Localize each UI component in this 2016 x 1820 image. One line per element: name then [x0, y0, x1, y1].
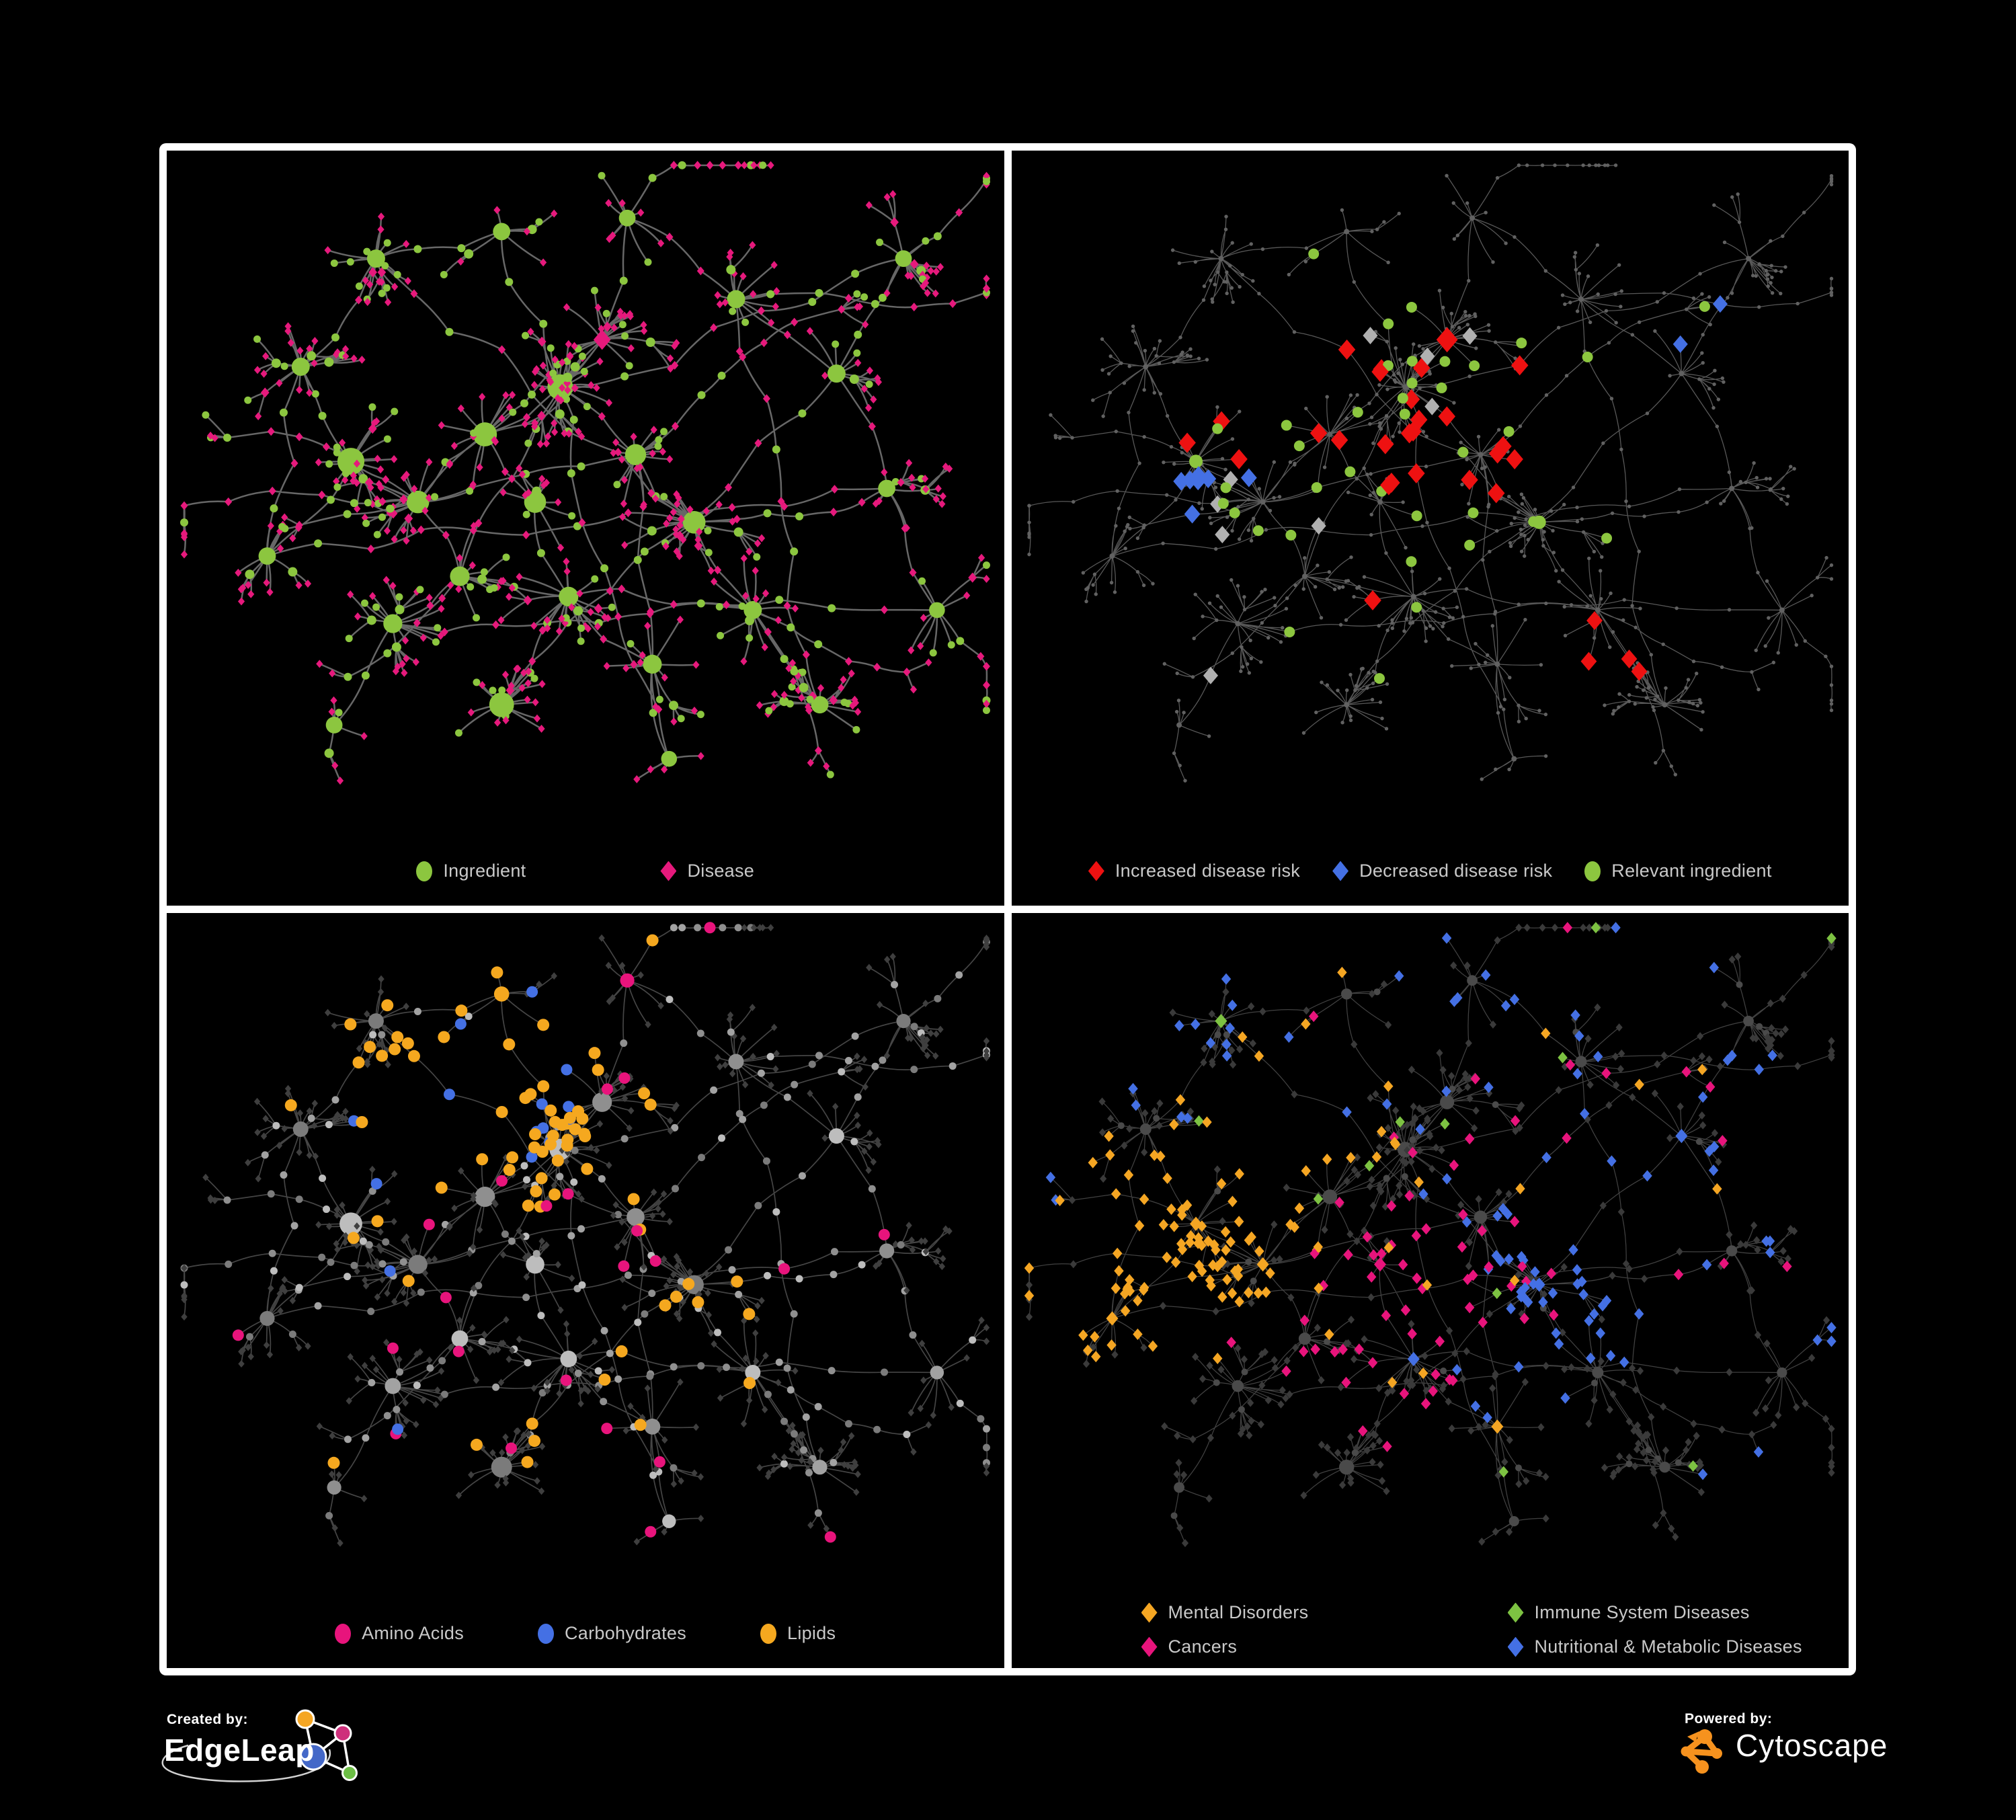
cytoscape-wordmark: Cytoscape [1736, 1728, 1888, 1763]
cancers-swatch-icon [1141, 1636, 1158, 1657]
legend-item-immune-system-diseases: Immune System Diseases [1507, 1602, 1802, 1623]
relevant-ingredient-swatch-icon [1584, 861, 1601, 881]
panel-grid: Ingredient Disease Increased disease ris… [159, 143, 1856, 1675]
increased-risk-swatch-icon [1088, 861, 1104, 881]
legend-nutrients: Amino Acids Carbohydrates Lipids [167, 1623, 1004, 1644]
legend-label: Carbohydrates [565, 1623, 686, 1643]
cytoscape-brand-block: Powered by: Cytoscape [1674, 1710, 1983, 1790]
edgeleap-wordmark: EdgeLeap [164, 1733, 315, 1768]
panel-disease-classes: Mental Disorders Immune System Diseases … [1011, 913, 1849, 1668]
legend-label: Lipids [787, 1623, 836, 1643]
legend-label: Amino Acids [362, 1623, 464, 1643]
lipids-swatch-icon [760, 1623, 776, 1644]
legend-item-disease: Disease [660, 861, 754, 881]
disease-swatch-icon [660, 861, 677, 881]
cytoscape-logo-icon [1681, 1729, 1722, 1774]
legend-item-increased-risk: Increased disease risk [1088, 861, 1300, 881]
network-nutrients [180, 922, 990, 1547]
created-by-label: Created by: [167, 1712, 249, 1727]
legend-disease-risk: Increased disease risk Decreased disease… [1012, 861, 1849, 881]
legend-label: Disease [687, 861, 755, 881]
legend-label: Relevant ingredient [1611, 861, 1772, 881]
legend-label: Cancers [1168, 1636, 1238, 1657]
decreased-risk-swatch-icon [1332, 861, 1349, 881]
legend-item-nutritional-metabolic-diseases: Nutritional & Metabolic Diseases [1507, 1636, 1802, 1657]
ingredient-swatch-icon [416, 861, 433, 881]
legend-item-lipids: Lipids [760, 1623, 836, 1644]
legend-ingredient-disease: Ingredient Disease [167, 861, 1004, 881]
legend-disease-classes: Mental Disorders Immune System Diseases … [1141, 1602, 1802, 1657]
mental-disorders-swatch-icon [1141, 1602, 1158, 1623]
legend-item-relevant-ingredient: Relevant ingredient [1584, 861, 1771, 881]
powered-by-label: Powered by: [1685, 1711, 1773, 1727]
legend-label: Increased disease risk [1115, 861, 1301, 881]
legend-item-mental-disorders: Mental Disorders [1141, 1602, 1508, 1623]
edgeleap-brand-block: Created by: EdgeLeap [161, 1708, 390, 1815]
legend-label: Ingredient [443, 861, 526, 881]
legend-item-ingredient: Ingredient [416, 861, 526, 881]
network-disease-risk [1026, 163, 1833, 783]
legend-label: Immune System Diseases [1534, 1602, 1750, 1622]
legend-label: Decreased disease risk [1359, 861, 1553, 881]
edgeleap-logo-icon [161, 1709, 358, 1782]
carbohydrates-swatch-icon [538, 1623, 554, 1644]
network-ingredient-disease [180, 161, 991, 785]
amino-acids-swatch-icon [335, 1623, 352, 1644]
legend-item-decreased-risk: Decreased disease risk [1332, 861, 1552, 881]
legend-item-carbohydrates: Carbohydrates [538, 1623, 686, 1644]
legend-label: Nutritional & Metabolic Diseases [1534, 1636, 1802, 1657]
legend-item-amino-acids: Amino Acids [335, 1623, 464, 1644]
immune-system-diseases-swatch-icon [1507, 1602, 1524, 1623]
legend-item-cancers: Cancers [1141, 1636, 1508, 1657]
legend-label: Mental Disorders [1168, 1602, 1309, 1622]
network-disease-classes [1024, 922, 1837, 1548]
panel-ingredient-disease: Ingredient Disease [167, 151, 1004, 906]
nutritional-metabolic-swatch-icon [1507, 1636, 1524, 1657]
panel-disease-risk: Increased disease risk Decreased disease… [1011, 151, 1849, 906]
panel-nutrients: Amino Acids Carbohydrates Lipids [167, 913, 1004, 1668]
